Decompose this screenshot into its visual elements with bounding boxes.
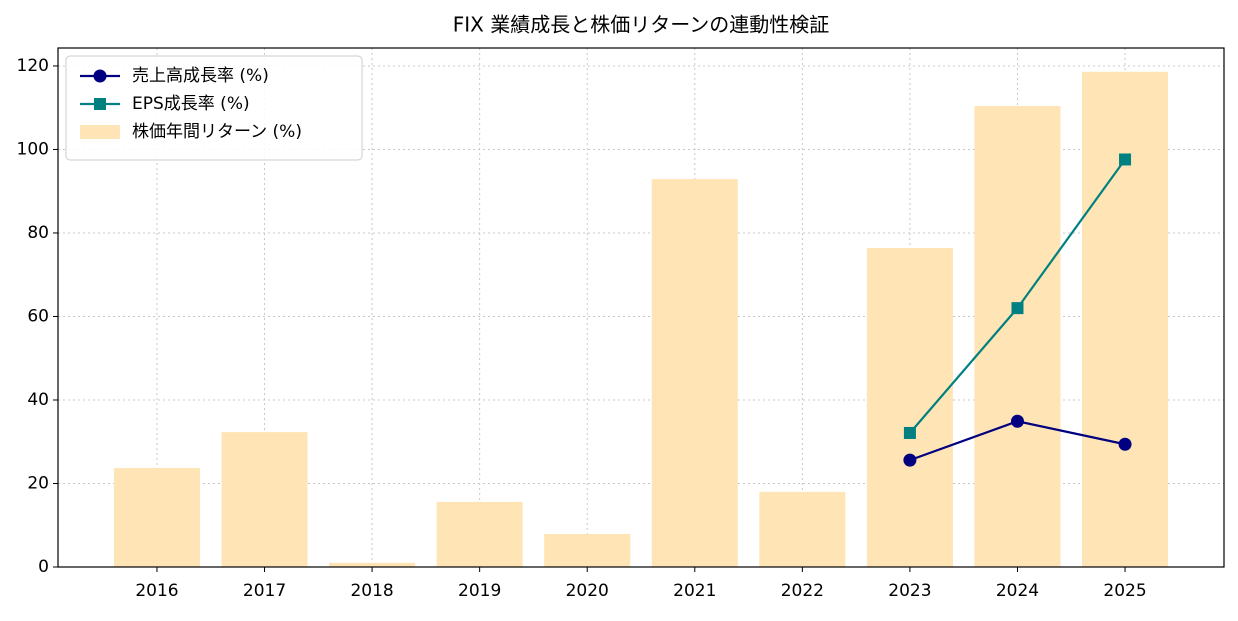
bar [1082, 71, 1169, 567]
marker [903, 426, 916, 439]
bar [759, 491, 846, 567]
bar [436, 501, 523, 567]
y-tick-label: 80 [27, 223, 49, 243]
y-tick-label: 40 [27, 390, 49, 410]
marker [1010, 414, 1024, 428]
x-tick-label: 2017 [243, 581, 286, 601]
legend-marker [94, 98, 106, 110]
legend-label: 株価年間リターン (%) [132, 122, 302, 142]
y-tick-label: 60 [27, 306, 49, 326]
legend: 売上高成長率 (%) EPS成長率 (%) 株価年間リターン (%) [65, 55, 363, 161]
bar [221, 432, 308, 567]
x-tick-label: 2020 [566, 581, 609, 601]
x-tick-label: 2025 [1103, 581, 1146, 601]
plot-frame [57, 47, 1225, 568]
x-tick-label: 2018 [350, 581, 393, 601]
legend-label: EPS成長率 (%) [132, 94, 250, 114]
x-tick-label: 2024 [996, 581, 1039, 601]
legend-box [65, 55, 363, 161]
chart-title: FIX 業績成長と株価リターンの連動性検証 [453, 13, 829, 37]
marker [1011, 302, 1024, 315]
marker [1118, 437, 1132, 451]
bar [329, 562, 416, 567]
bar [651, 179, 738, 567]
x-tick-label: 2023 [888, 581, 931, 601]
y-tick-label: 20 [27, 473, 49, 493]
legend-swatch [80, 125, 120, 139]
x-tick-label: 2021 [673, 581, 716, 601]
x-tick-label: 2022 [781, 581, 824, 601]
legend-label: 売上高成長率 (%) [132, 66, 269, 86]
bar [866, 248, 953, 568]
bar [113, 468, 200, 567]
y-tick-label: 0 [38, 557, 49, 577]
marker [903, 453, 917, 467]
bar [544, 534, 631, 567]
x-tick-label: 2016 [135, 581, 178, 601]
y-tick-label: 100 [17, 139, 49, 159]
legend-marker [93, 69, 107, 83]
x-tick-label: 2019 [458, 581, 501, 601]
y-tick-label: 120 [17, 56, 49, 76]
bar [974, 106, 1061, 567]
marker [1119, 153, 1132, 166]
